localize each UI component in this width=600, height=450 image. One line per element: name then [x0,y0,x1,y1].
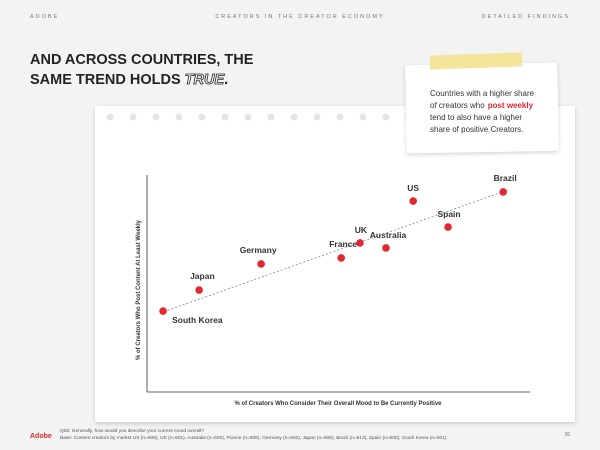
point-label: Germany [240,245,277,255]
binder-hole [106,113,114,121]
point [337,254,345,262]
brand: ADOBE [30,14,59,20]
binder-hole [244,113,252,121]
point-label: Japan [190,271,215,281]
footnote-question: Q26: Generally, how would you describe y… [60,428,204,434]
note-text: Countries with a higher share of creator… [430,89,536,134]
point-label: Australia [370,230,407,240]
note-line: share of positive Creators. [430,125,523,134]
title-suffix: . [224,72,228,88]
binder-hole [359,113,367,121]
x-axis-label: % of Creators Who Consider Their Overall… [234,401,442,407]
point [257,260,265,268]
y-axis-label: % of Creators Who Post Content At Least … [136,219,142,360]
sticky-note: Countries with a higher share of creator… [405,52,559,154]
note-line: of creators who [430,101,485,110]
trend-line [159,189,509,314]
point [499,188,507,196]
chapter: DETAILED FINDINGS [482,14,570,20]
note-paper [405,62,559,154]
title-line2: SAME TREND HOLDS TRUE. [30,72,228,88]
point-label: South Korea [172,315,223,325]
title-line1: AND ACROSS COUNTRIES, THE [30,52,254,68]
binder-hole [198,113,206,121]
binder-hole [267,113,275,121]
binder-hole [336,113,344,121]
point-label: Brazil [494,173,517,183]
binder-hole [313,113,321,121]
binder-hole [175,113,183,121]
binder-hole [152,113,160,121]
binder-hole [129,113,137,121]
point-label: Spain [437,209,460,219]
point [444,223,452,231]
point [195,286,203,294]
binder-hole [290,113,298,121]
point [159,307,167,315]
title-prefix: SAME TREND HOLDS [30,72,181,88]
footnote-base: Base: Content creators by market US (n=5… [60,435,447,441]
point-label: France [329,239,357,249]
notepad [95,106,575,422]
binder-hole [382,113,390,121]
point-label: UK [355,225,368,235]
binder-hole [221,113,229,121]
note-line: Countries with a higher share [430,89,535,98]
section: CREATORS IN THE CREATOR ECONOMY [215,14,384,20]
point [356,239,364,247]
title-emphasis: TRUE [185,72,226,88]
point-label: US [407,183,419,193]
paper [95,106,575,422]
chart: % of Creators Who Consider Their Overall… [136,173,530,407]
logo: Adobe [30,433,52,440]
note-line: tend to also have a higher [430,113,522,122]
tape [429,52,523,70]
page-number: 36 [564,432,570,438]
note-highlight: post weekly [488,101,534,110]
point [382,244,390,252]
point [409,197,417,205]
